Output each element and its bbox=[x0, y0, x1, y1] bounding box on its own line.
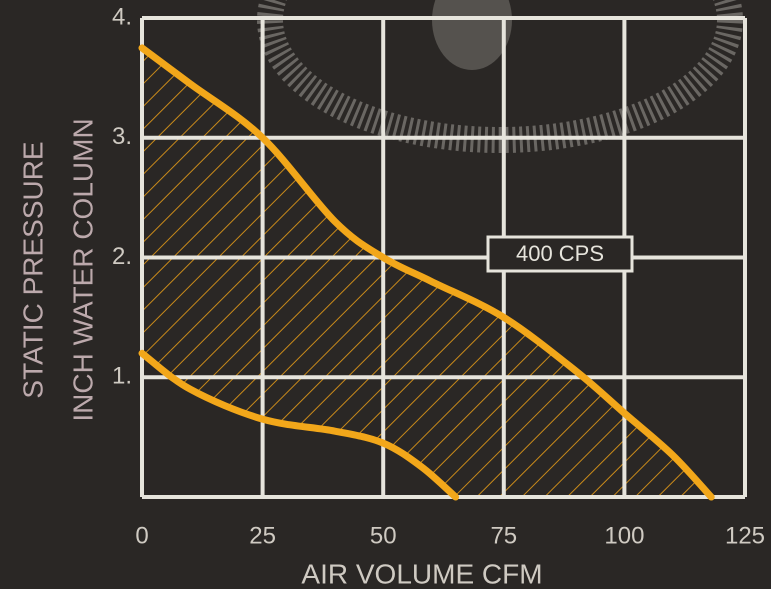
chart: 0 25 50 75 100 125 1. 2. 3. 4. 400 CPS AIR VOLUME … bbox=[0, 0, 771, 589]
x-tick-label: 0 bbox=[135, 522, 148, 549]
annotation: 400 CPS bbox=[516, 241, 604, 266]
y-tick-label: 4. bbox=[112, 3, 132, 30]
x-tick-label: 25 bbox=[249, 522, 276, 549]
x-tick-label: 50 bbox=[370, 522, 397, 549]
y-tick-label: 3. bbox=[112, 123, 132, 150]
y-axis-title: INCH WATER COLUMN bbox=[67, 118, 98, 421]
x-axis-title: AIR VOLUME CFM bbox=[301, 558, 542, 589]
x-tick-label: 75 bbox=[490, 522, 517, 549]
x-tick-label: 100 bbox=[604, 522, 644, 549]
y-tick-label: 2. bbox=[112, 243, 132, 270]
y-axis-title: STATIC PRESSURE bbox=[17, 141, 48, 398]
x-tick-label: 125 bbox=[725, 522, 765, 549]
y-tick-label: 1. bbox=[112, 363, 132, 390]
page: 0 25 50 75 100 125 1. 2. 3. 4. 400 CPS AIR VOLUME … bbox=[0, 0, 771, 589]
